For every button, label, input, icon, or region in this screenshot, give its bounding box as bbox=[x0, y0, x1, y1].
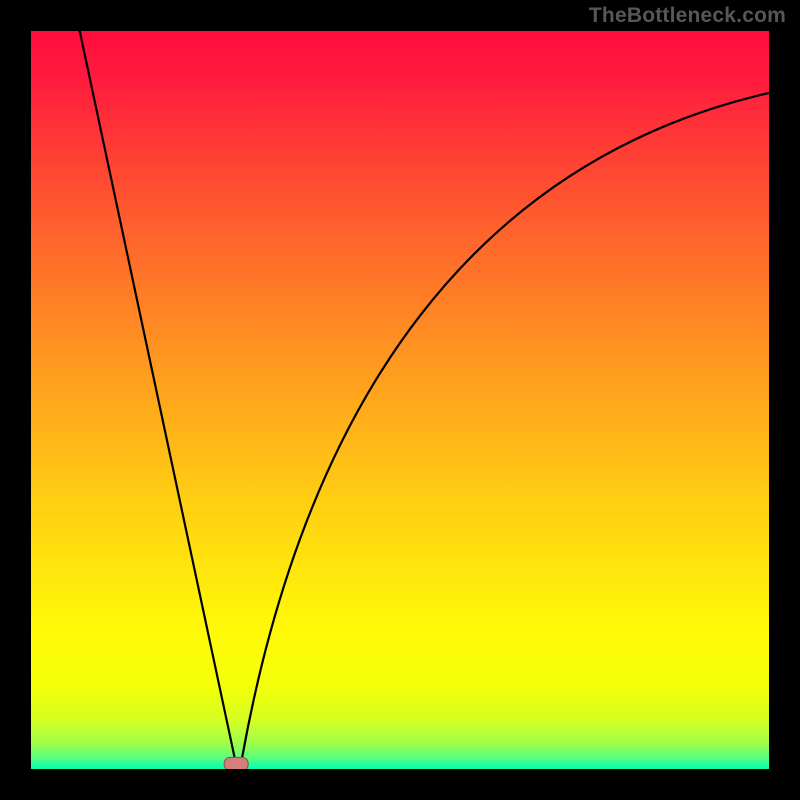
marker-layer bbox=[31, 31, 769, 769]
plot-area bbox=[31, 31, 769, 769]
bottleneck-marker bbox=[224, 757, 248, 769]
watermark-text: TheBottleneck.com bbox=[589, 4, 786, 28]
chart-frame: TheBottleneck.com bbox=[0, 0, 800, 800]
